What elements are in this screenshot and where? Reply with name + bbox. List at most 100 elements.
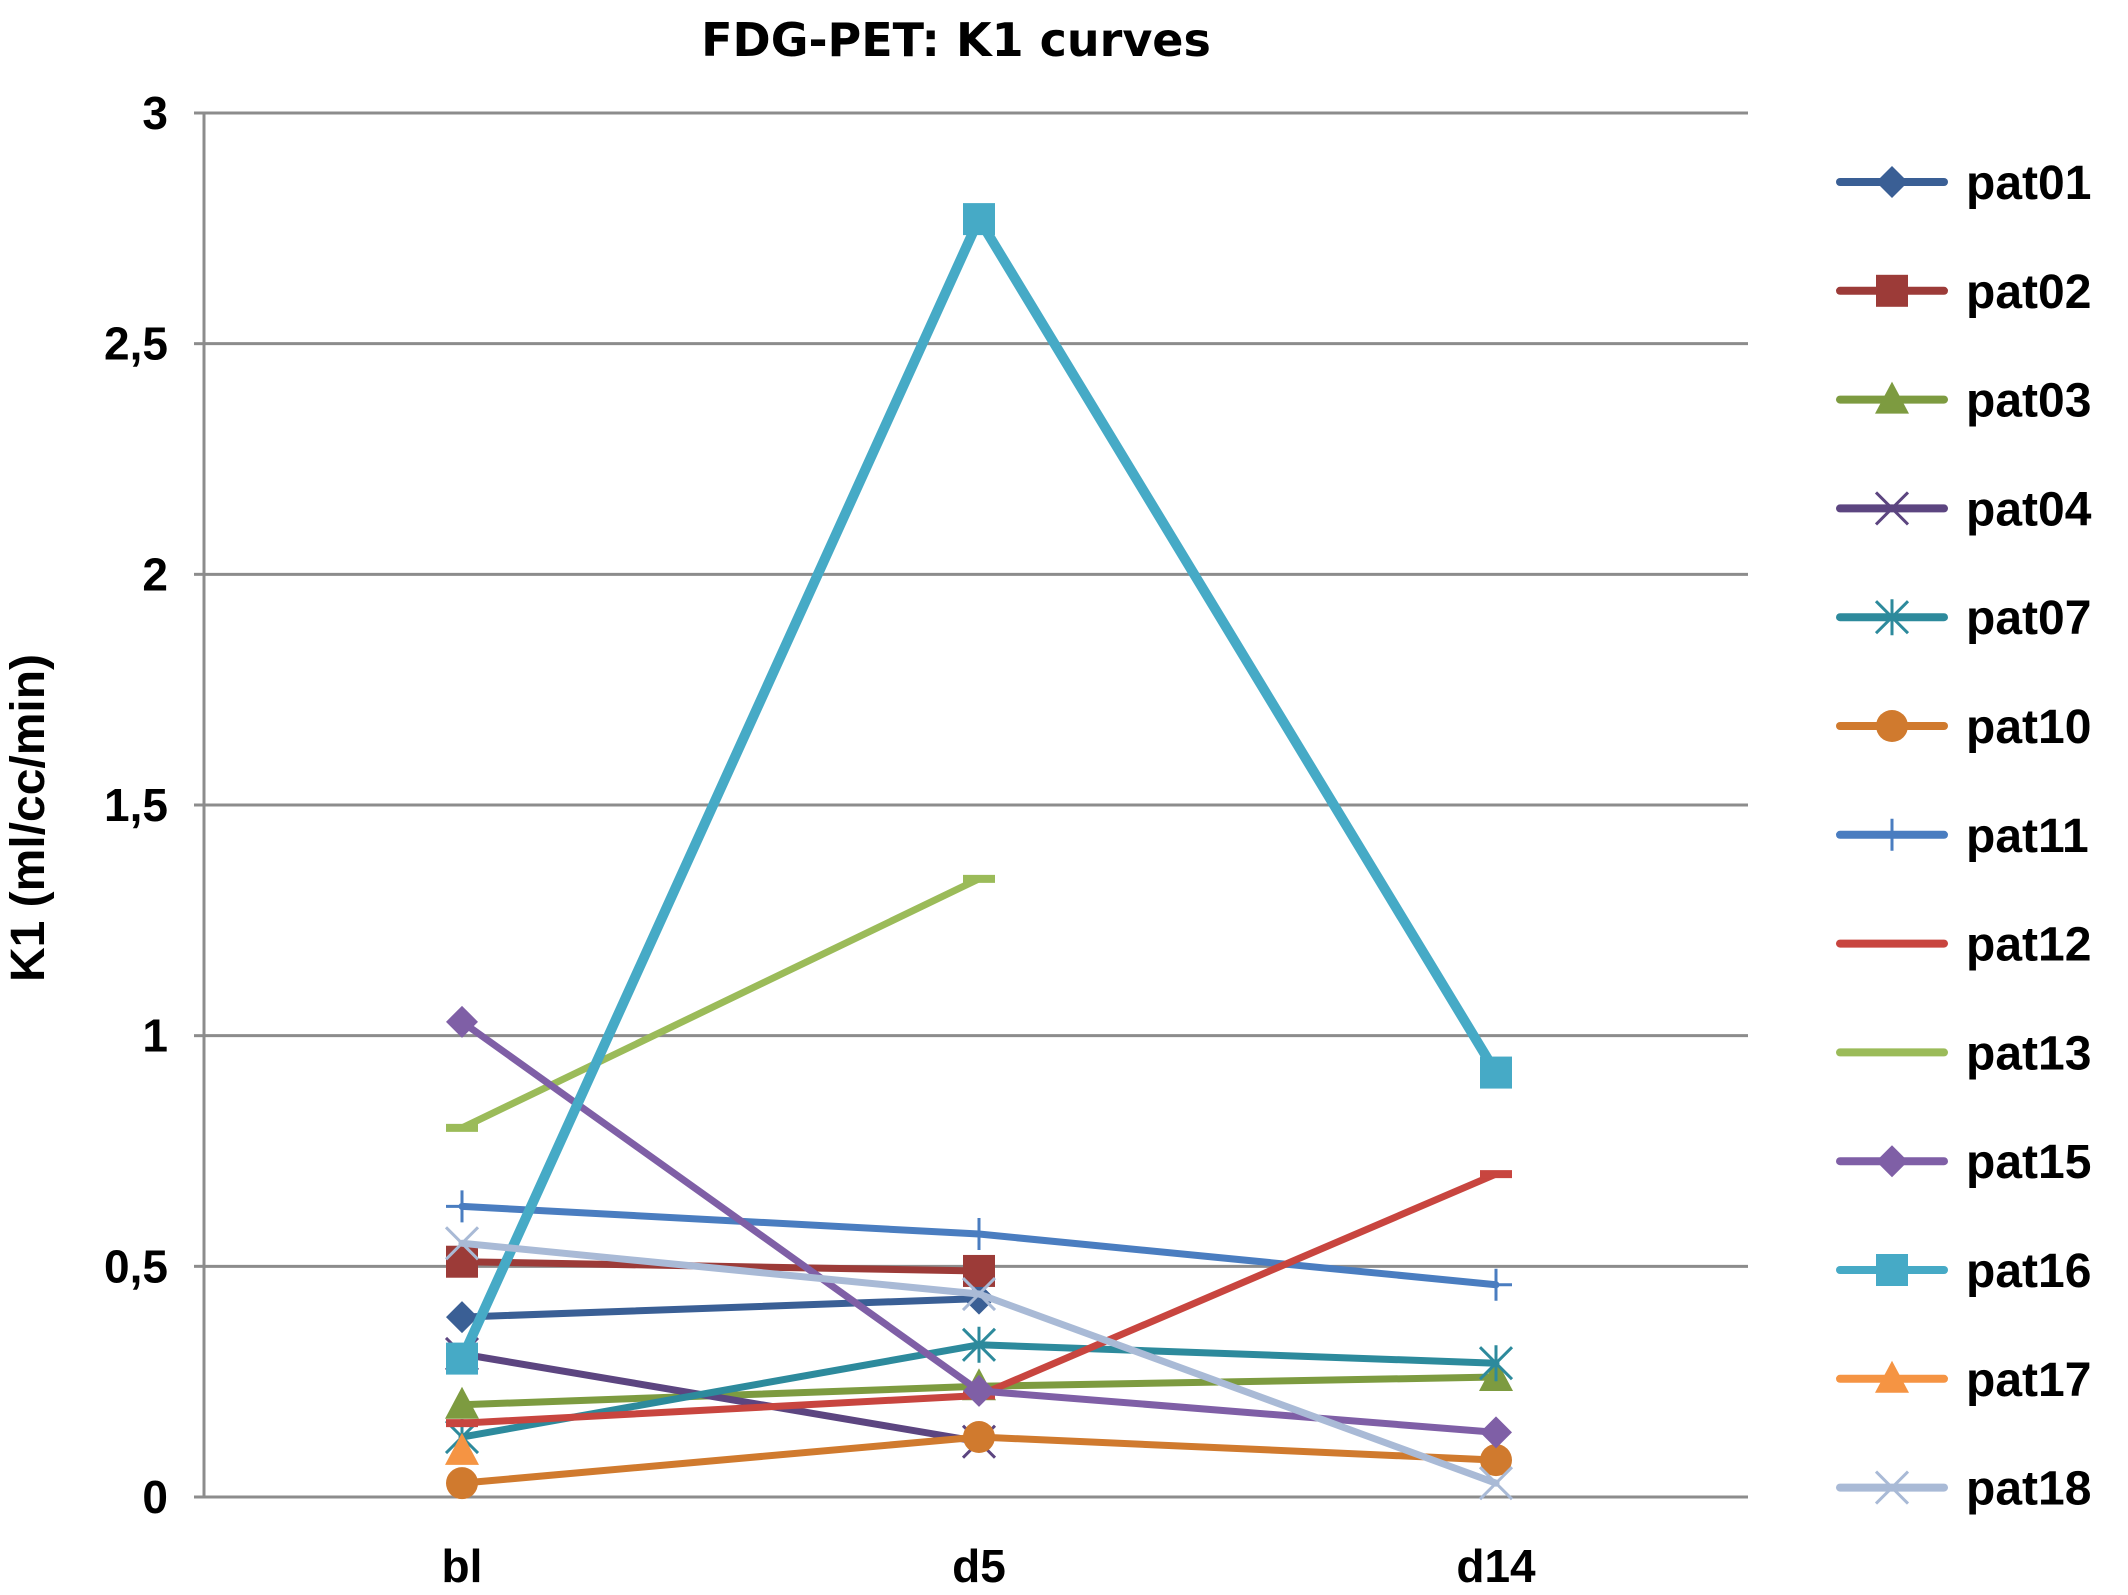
legend-item-pat10: pat10 bbox=[1836, 701, 2091, 754]
line-segment-pat10 bbox=[458, 1433, 983, 1487]
x-tick-label: bl bbox=[442, 1540, 483, 1590]
series-pat16 bbox=[446, 203, 1512, 1375]
x-tick-label: d14 bbox=[1456, 1540, 1536, 1590]
x-tick-labels: bl d5 d14 bbox=[442, 1540, 1536, 1592]
series-pat10 bbox=[446, 1421, 1512, 1500]
chart-title: FDG-PET: K1 curves bbox=[701, 13, 1211, 67]
legend-label: pat07 bbox=[1966, 592, 2091, 645]
data-point-pat11 bbox=[1480, 1268, 1512, 1301]
legend-item-pat01: pat01 bbox=[1836, 157, 2091, 210]
series-pat11 bbox=[446, 1190, 1512, 1301]
line-segment-pat16 bbox=[457, 214, 984, 1364]
data-point-pat17 bbox=[445, 1432, 479, 1465]
legend-swatch-marker bbox=[1874, 599, 1910, 636]
legend-item-pat04: pat04 bbox=[1836, 483, 2092, 536]
series-pat17 bbox=[445, 1432, 479, 1465]
y-tick-label: 1,5 bbox=[104, 779, 168, 831]
line-segment-pat18 bbox=[458, 1239, 983, 1298]
x-tick-label: d5 bbox=[952, 1540, 1006, 1590]
legend-label: pat16 bbox=[1966, 1245, 2091, 1298]
legend-item-pat13: pat13 bbox=[1836, 1027, 2091, 1080]
grid-lines bbox=[204, 111, 1748, 1268]
series-lines bbox=[444, 203, 1514, 1501]
data-point-pat11 bbox=[446, 1190, 478, 1223]
data-point-pat10 bbox=[446, 1467, 478, 1500]
legend-swatch-marker bbox=[1876, 710, 1908, 742]
data-point-pat03 bbox=[445, 1386, 479, 1419]
data-point-pat11 bbox=[963, 1218, 995, 1251]
data-point-pat01 bbox=[446, 1301, 478, 1334]
line-segment-pat18 bbox=[975, 1290, 1500, 1487]
y-tick-label: 0 bbox=[142, 1471, 168, 1523]
data-point-pat10 bbox=[1480, 1444, 1512, 1477]
line-segment-pat03 bbox=[975, 1373, 1500, 1390]
y-tick-labels: 0 0,5 1 1,5 2 2,5 3 bbox=[104, 87, 168, 1523]
data-point-pat15 bbox=[1480, 1416, 1512, 1449]
legend-label: pat03 bbox=[1966, 375, 2091, 428]
data-point-pat16 bbox=[963, 203, 995, 236]
line-segment-pat11 bbox=[458, 1202, 983, 1238]
legend-swatch-marker bbox=[1876, 274, 1908, 307]
legend-item-pat16: pat16 bbox=[1836, 1245, 2091, 1298]
line-segment-pat07 bbox=[975, 1341, 1500, 1367]
line-segment-pat15 bbox=[458, 1018, 983, 1395]
legend-item-pat15: pat15 bbox=[1836, 1136, 2091, 1189]
legend-item-pat17: pat17 bbox=[1836, 1354, 2091, 1407]
legend-swatch-marker bbox=[1876, 1145, 1908, 1178]
legend-item-pat02: pat02 bbox=[1836, 266, 2091, 319]
legend-label: pat13 bbox=[1966, 1027, 2091, 1080]
legend-swatch-marker bbox=[1874, 1470, 1910, 1505]
data-point-pat10 bbox=[963, 1421, 995, 1454]
line-segment-pat15 bbox=[975, 1387, 1500, 1436]
legend-label: pat11 bbox=[1966, 810, 2089, 863]
data-point-pat07 bbox=[961, 1326, 997, 1363]
legend-swatch-marker bbox=[1876, 1254, 1908, 1286]
legend-label: pat02 bbox=[1966, 266, 2091, 319]
y-tick-label: 0,5 bbox=[104, 1240, 168, 1292]
data-point-pat07 bbox=[1478, 1345, 1514, 1382]
line-segment-pat11 bbox=[975, 1230, 1500, 1289]
y-tick-label: 3 bbox=[142, 87, 168, 139]
line-segment-pat12 bbox=[975, 1170, 1500, 1400]
y-axis-label: K1 (ml/cc/min) bbox=[2, 654, 55, 982]
legend-swatch-marker bbox=[1876, 166, 1908, 198]
legend-swatch-marker bbox=[1875, 1360, 1909, 1393]
legend: pat01 pat02 pat03 pat04 pat07 pat10 pat11 pat12… bbox=[1836, 157, 2092, 1516]
data-point-pat02 bbox=[446, 1245, 478, 1278]
line-segment-pat12 bbox=[458, 1392, 983, 1427]
legend-item-pat18: pat18 bbox=[1836, 1463, 2091, 1516]
legend-label: pat04 bbox=[1966, 483, 2092, 536]
legend-label: pat17 bbox=[1966, 1354, 2091, 1407]
series-pat18 bbox=[444, 1226, 1514, 1501]
data-point-pat15 bbox=[446, 1005, 478, 1038]
legend-swatch-marker bbox=[1875, 381, 1909, 414]
line-segment-pat10 bbox=[975, 1433, 1500, 1464]
series-pat13 bbox=[446, 874, 995, 1132]
data-point-pat18 bbox=[444, 1226, 480, 1261]
line-segment-pat13 bbox=[458, 875, 983, 1132]
legend-label: pat18 bbox=[1966, 1463, 2091, 1516]
y-tick-label: 2 bbox=[142, 548, 168, 600]
data-point-pat18 bbox=[1478, 1466, 1514, 1501]
legend-item-pat07: pat07 bbox=[1836, 592, 2091, 645]
legend-item-pat11: pat11 bbox=[1836, 810, 2089, 863]
data-point-pat15 bbox=[963, 1374, 995, 1407]
legend-item-pat03: pat03 bbox=[1836, 375, 2091, 428]
legend-swatch-marker bbox=[1874, 491, 1910, 526]
data-point-pat18 bbox=[961, 1276, 997, 1312]
data-point-pat16 bbox=[1480, 1056, 1512, 1089]
line-segment-pat01 bbox=[458, 1295, 983, 1321]
legend-item-pat12: pat12 bbox=[1836, 919, 2091, 972]
legend-label: pat15 bbox=[1966, 1136, 2091, 1189]
legend-swatch-marker bbox=[1876, 818, 1908, 851]
legend-label: pat10 bbox=[1966, 701, 2091, 754]
y-tick-label: 2,5 bbox=[104, 318, 168, 370]
line-segment-pat04 bbox=[458, 1350, 983, 1446]
legend-label: pat01 bbox=[1966, 157, 2091, 210]
y-tick-label: 1 bbox=[142, 1010, 168, 1062]
axes bbox=[194, 111, 1748, 1499]
line-segment-pat16 bbox=[974, 214, 1501, 1078]
legend-label: pat12 bbox=[1966, 919, 2091, 972]
